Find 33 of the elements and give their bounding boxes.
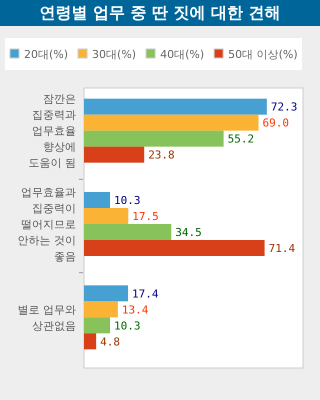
data-label: 13.4 — [122, 303, 149, 316]
bar — [84, 301, 118, 318]
data-label: 10.3 — [114, 319, 141, 332]
bar — [84, 98, 267, 115]
bar — [84, 240, 265, 256]
chart-title: 연령별 업무 중 딴 짓에 대한 견해 — [39, 3, 281, 22]
bar — [84, 146, 144, 163]
bar — [84, 130, 224, 147]
data-label: 34.5 — [175, 226, 202, 239]
legend-label: 30대(%) — [92, 48, 136, 61]
bar — [84, 192, 110, 208]
y-tick-label: 별로 업무와 상관없음 — [18, 303, 76, 332]
title-banner: 연령별 업무 중 딴 짓에 대한 견해 — [0, 0, 320, 26]
bar — [84, 333, 96, 350]
bar — [84, 208, 128, 224]
bar — [84, 224, 172, 240]
y-tick-label: 잠깐은 집중력과 업무효율 향상에 도움이 됨 — [28, 92, 76, 170]
data-label: 17.5 — [132, 210, 159, 223]
legend-label: 50대 이상(%) — [228, 48, 298, 61]
bar — [84, 285, 128, 302]
legend-label: 40대(%) — [160, 48, 204, 61]
bar — [84, 114, 259, 131]
data-label: 55.2 — [228, 132, 254, 146]
data-label: 10.3 — [114, 194, 141, 207]
data-label: 4.8 — [100, 335, 120, 348]
data-label: 69.0 — [262, 116, 290, 130]
data-label: 71.4 — [268, 242, 296, 255]
bar — [84, 317, 110, 334]
data-label: 72.3 — [270, 100, 298, 114]
legend-label: 20대(%) — [24, 48, 68, 61]
y-tick-label: 업무효율과 집중력이 떨어지므로 안하는 것이 좋음 — [18, 186, 76, 263]
data-label: 23.8 — [148, 148, 175, 162]
data-label: 17.4 — [132, 287, 159, 300]
